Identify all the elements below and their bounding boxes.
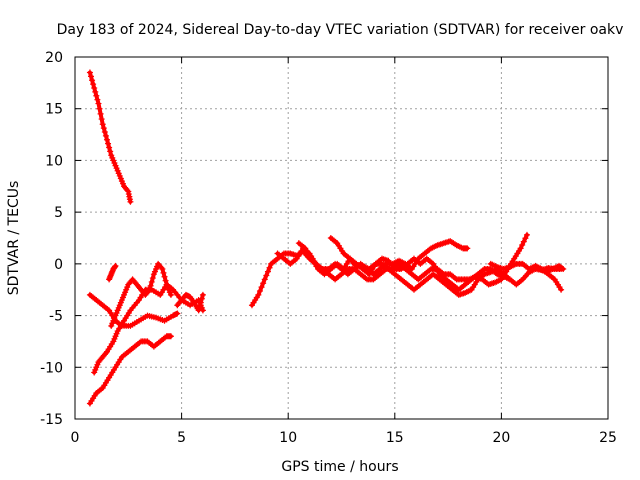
series-arc-7 <box>174 291 206 314</box>
series-arc-5 <box>108 260 174 329</box>
data-point <box>101 128 108 135</box>
data-point <box>195 307 202 314</box>
data-point <box>255 291 262 298</box>
data-point <box>158 264 165 271</box>
data-point <box>94 96 101 103</box>
data-point <box>260 280 267 287</box>
data-point <box>167 291 174 298</box>
data-point <box>198 295 205 302</box>
data-point <box>464 245 471 252</box>
x-tick-label: 15 <box>386 430 404 446</box>
data-point <box>92 88 99 95</box>
data-point <box>95 100 102 107</box>
x-tick-label: 20 <box>492 430 510 446</box>
x-tick-label: 5 <box>177 430 186 446</box>
data-point <box>520 238 527 245</box>
data-point <box>107 148 114 155</box>
series-arc-13 <box>536 262 567 276</box>
data-point <box>145 288 152 295</box>
data-point <box>102 132 109 139</box>
data-point <box>103 136 110 143</box>
data-point <box>146 286 153 293</box>
data-point <box>522 235 529 242</box>
data-point <box>196 303 203 310</box>
data-point <box>87 73 94 80</box>
data-point <box>263 272 270 279</box>
data-point <box>519 241 526 248</box>
data-point <box>89 77 96 84</box>
data-point <box>91 85 98 92</box>
series-arc-6 <box>106 262 119 283</box>
data-point <box>161 273 168 280</box>
data-point <box>105 140 112 147</box>
y-tick-label: 15 <box>45 102 63 118</box>
series-arc-1 <box>86 69 134 205</box>
y-tick-label: 10 <box>45 153 63 169</box>
y-tick-label: 5 <box>54 205 63 221</box>
data-point <box>93 92 100 99</box>
y-axis-label: SDTVAR / TECUs <box>6 181 22 296</box>
data-point <box>96 105 103 112</box>
plot-frame <box>74 56 609 420</box>
tick-labels: 0 5 10 15 20 25 -15 -10 -5 0 5 10 15 20 <box>40 50 617 446</box>
data-point <box>560 266 567 273</box>
data-point <box>148 278 155 285</box>
data-point <box>159 266 166 273</box>
data-point <box>102 350 109 357</box>
data-point <box>162 277 169 284</box>
series-arc-11 <box>327 235 513 298</box>
data-point <box>147 282 154 289</box>
data-point <box>149 275 156 282</box>
tick-marks <box>74 56 609 420</box>
data-point <box>99 121 106 128</box>
data-point <box>558 286 565 293</box>
data-layer <box>86 69 567 407</box>
x-tick-label: 10 <box>279 430 297 446</box>
y-tick-label: -5 <box>49 309 63 325</box>
data-point <box>97 110 104 117</box>
data-point <box>261 276 268 283</box>
chart-title: Day 183 of 2024, Sidereal Day-to-day VTE… <box>57 22 624 38</box>
data-point <box>506 276 513 283</box>
data-point <box>124 187 131 194</box>
data-point <box>174 310 181 317</box>
data-point <box>559 265 566 272</box>
data-point <box>112 262 119 269</box>
y-tick-label: -10 <box>40 360 63 376</box>
data-point <box>517 245 524 252</box>
data-point <box>199 291 206 298</box>
series-arc-12 <box>487 260 565 293</box>
x-tick-label: 0 <box>71 430 80 446</box>
grid <box>75 57 608 419</box>
y-tick-label: 0 <box>54 257 63 273</box>
x-axis-label: GPS time / hours <box>281 459 398 475</box>
y-tick-label: 20 <box>45 50 63 66</box>
data-point <box>256 288 263 295</box>
data-point <box>160 269 167 276</box>
series-arc-3 <box>86 333 174 407</box>
data-point <box>127 198 134 205</box>
y-tick-label: -15 <box>40 412 63 428</box>
data-point <box>197 299 204 306</box>
data-point <box>264 268 271 275</box>
x-tick-label: 25 <box>599 430 617 446</box>
data-point <box>167 333 174 340</box>
data-point <box>106 144 113 151</box>
data-point <box>266 264 273 271</box>
data-point <box>523 231 530 238</box>
data-point <box>90 81 97 88</box>
data-point <box>100 125 107 132</box>
series-arc-10 <box>295 240 565 293</box>
data-point <box>258 284 265 291</box>
data-point <box>98 116 105 123</box>
data-point <box>86 69 93 76</box>
